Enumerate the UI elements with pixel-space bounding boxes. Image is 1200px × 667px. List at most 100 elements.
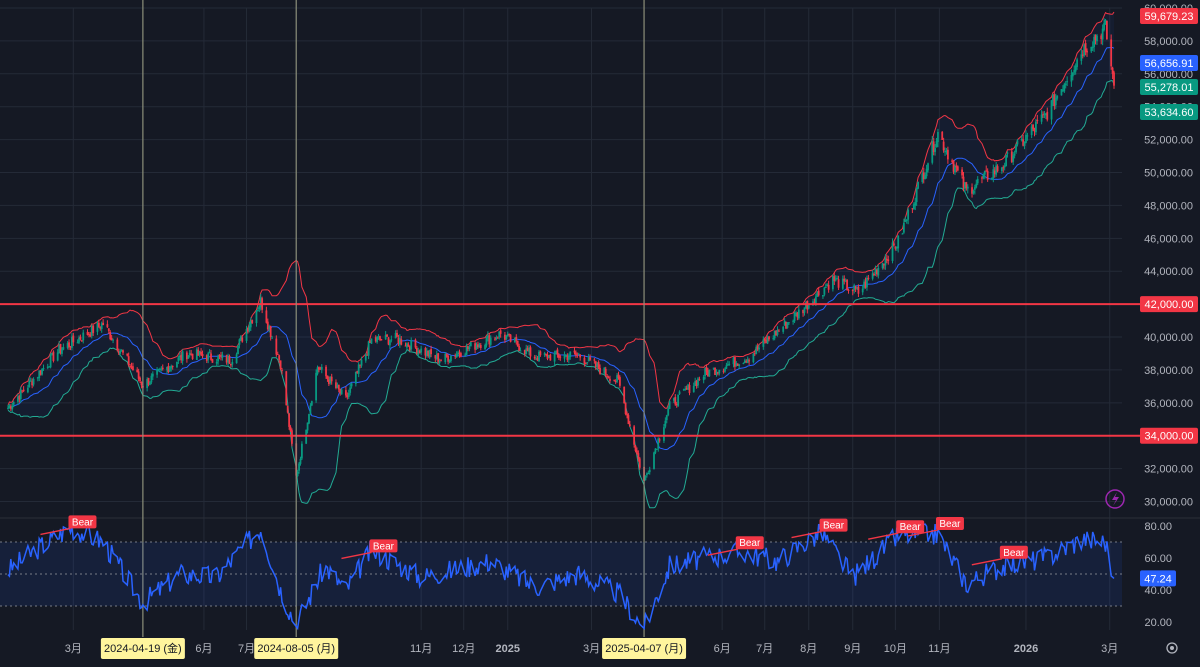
candle-body <box>763 338 766 341</box>
candle-body <box>1035 121 1037 133</box>
candle-body <box>887 259 890 261</box>
date-marker-label: 2024-04-19 (金) <box>100 638 185 659</box>
candle-body <box>1091 46 1094 49</box>
candle-body <box>812 301 814 305</box>
candle-body <box>844 280 847 282</box>
candle-body <box>271 337 273 339</box>
candle-body <box>529 347 532 357</box>
candle-body <box>718 369 721 374</box>
price-tick-label: 56,000.00 <box>1144 69 1193 81</box>
candle-body <box>714 367 716 375</box>
candle-body <box>100 323 103 329</box>
candle-body <box>736 363 739 366</box>
price-tick-label: 36,000.00 <box>1144 398 1193 410</box>
candle-body <box>685 387 688 390</box>
candle-body <box>379 336 381 340</box>
candle-body <box>268 326 271 330</box>
candle-body <box>924 175 927 179</box>
candle-body <box>424 348 427 356</box>
price-labels: 42,000.00 34,000.00 59,679.23 56,656.91 55,2… <box>1140 8 1198 587</box>
candle-body <box>494 338 496 340</box>
candle-body <box>617 374 620 378</box>
candle-body <box>126 353 129 356</box>
candle-body <box>917 181 919 189</box>
candle-body <box>36 377 39 379</box>
candle-body <box>831 275 834 290</box>
candle-body <box>806 300 809 310</box>
candle-body <box>425 350 428 356</box>
candle-body <box>1096 35 1098 42</box>
candle-body <box>455 354 458 358</box>
current-price-label: 53,634.60 <box>1140 104 1198 120</box>
candle-body <box>912 204 915 210</box>
candle-body <box>698 379 701 381</box>
candle-body <box>359 364 362 366</box>
candle-body <box>766 337 769 344</box>
svg-text:59,679.23: 59,679.23 <box>1145 11 1194 23</box>
candle-body <box>69 346 72 348</box>
candle-body <box>300 443 303 459</box>
gear-icon[interactable] <box>1166 642 1178 654</box>
candle-body <box>208 352 211 354</box>
candle-body <box>688 385 691 393</box>
vertical-markers[interactable] <box>142 0 645 637</box>
bear-signal[interactable]: Bear <box>907 517 964 537</box>
candle-body <box>99 326 102 329</box>
candle-body <box>826 284 829 287</box>
candle-body <box>857 286 860 294</box>
bear-signal[interactable]: Bear <box>868 520 925 540</box>
candle-body <box>932 141 935 153</box>
candle-body <box>982 174 985 178</box>
candle-body <box>1104 19 1107 24</box>
svg-text:2024-04-19 (金): 2024-04-19 (金) <box>104 641 182 655</box>
bear-signal[interactable]: Bear <box>791 518 848 539</box>
candle-body <box>360 359 363 366</box>
candle-body <box>647 473 650 475</box>
candle-body <box>201 354 204 357</box>
candle-body <box>1111 67 1114 74</box>
svg-text:42,000.00: 42,000.00 <box>1145 299 1194 311</box>
candle-body <box>1010 151 1013 162</box>
candle-body <box>26 387 29 393</box>
candle-body <box>181 351 184 361</box>
level-price-label: 34,000.00 <box>1140 427 1198 444</box>
candle-body <box>566 355 569 360</box>
candle-body <box>1103 23 1105 30</box>
candle-body <box>945 150 948 153</box>
horizontal-levels[interactable] <box>0 303 1140 437</box>
candle-body <box>1022 139 1025 146</box>
candle-body <box>149 382 151 385</box>
time-tick-label: 10月 <box>884 643 907 655</box>
candle-body <box>663 427 665 441</box>
bear-signal[interactable]: Bear <box>707 536 764 556</box>
candle-body <box>1030 126 1033 136</box>
candle-body <box>636 450 638 454</box>
middle-band <box>7 47 1115 450</box>
level-price-label: 42,000.00 <box>1140 296 1198 313</box>
bear-signal[interactable]: Bear <box>40 515 97 536</box>
candle-body <box>398 337 401 345</box>
band-fill <box>8 12 1114 508</box>
candle-body <box>464 354 467 356</box>
bear-signal[interactable]: Bear <box>971 545 1028 566</box>
candle-body <box>62 347 65 350</box>
candle-body <box>864 281 867 288</box>
candle-body <box>614 381 617 383</box>
candle-body <box>538 351 540 362</box>
candle-body <box>715 371 718 375</box>
candle-body <box>1081 54 1084 56</box>
candle-body <box>619 377 621 386</box>
candle-body <box>185 352 188 360</box>
candle-body <box>129 365 132 367</box>
candle-body <box>952 160 955 172</box>
candle-body <box>915 187 918 203</box>
candle-body <box>657 438 660 449</box>
bear-signal[interactable]: Bear <box>341 539 398 560</box>
candle-body <box>658 439 661 441</box>
candle-body <box>937 132 939 143</box>
lightning-icon[interactable] <box>1105 489 1125 509</box>
candle-body <box>276 353 279 355</box>
candle-body <box>394 332 397 339</box>
candle-body <box>927 163 929 171</box>
